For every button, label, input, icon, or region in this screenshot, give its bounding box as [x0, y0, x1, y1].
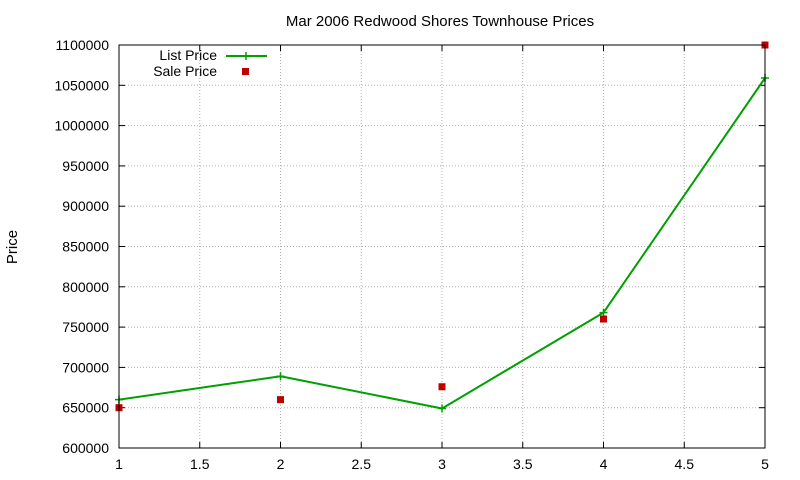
x-tick-label: 3 — [438, 456, 446, 472]
tick-labels: 1 1.5 2 2.5 3 3.5 4 4.5 5 600000 650000 700000 75000… — [54, 37, 769, 472]
sale-price-point — [600, 315, 607, 323]
legend-marker-sale-price — [242, 68, 249, 75]
x-tick-label: 3.5 — [513, 456, 533, 472]
series-layer — [115, 41, 769, 413]
list-price-point — [438, 404, 446, 413]
x-tick-label: 2 — [277, 456, 285, 472]
y-axis-label: Price — [4, 230, 21, 264]
legend: List Price Sale Price — [153, 47, 267, 79]
list-price-point — [599, 308, 608, 317]
y-tick-label: 800000 — [62, 279, 109, 295]
x-tick-label: 4 — [600, 456, 608, 472]
list-price-point — [276, 372, 285, 381]
x-tick-label: 4.5 — [675, 456, 695, 472]
plot-frame — [118, 44, 766, 449]
x-tick-label: 1 — [115, 456, 123, 472]
x-tick-label: 5 — [761, 456, 769, 472]
y-tick-label: 1100000 — [56, 37, 110, 53]
sale-price-point — [438, 383, 446, 391]
y-tick-label: 950000 — [62, 158, 109, 174]
y-tick-label: 850000 — [62, 239, 109, 255]
y-tick-label: 1000000 — [54, 118, 109, 134]
legend-marker-list-price — [242, 52, 250, 60]
y-tick-label: 750000 — [62, 319, 109, 335]
chart-title: Mar 2006 Redwood Shores Townhouse Prices — [286, 13, 594, 30]
x-tick-label: 2.5 — [352, 456, 372, 472]
x-tick-label: 1.5 — [190, 456, 210, 472]
legend-label-list-price: List Price — [159, 47, 217, 63]
y-tick-label: 650000 — [62, 400, 109, 416]
y-tick-label: 900000 — [62, 198, 109, 214]
y-tick-label: 700000 — [62, 359, 109, 375]
legend-label-sale-price: Sale Price — [153, 63, 217, 79]
grid — [119, 45, 765, 448]
legend-cross-glyph — [242, 52, 250, 60]
y-tick-label: 600000 — [62, 440, 109, 456]
y-tick-label: 1050000 — [54, 77, 109, 93]
sale-price-point — [277, 396, 284, 404]
